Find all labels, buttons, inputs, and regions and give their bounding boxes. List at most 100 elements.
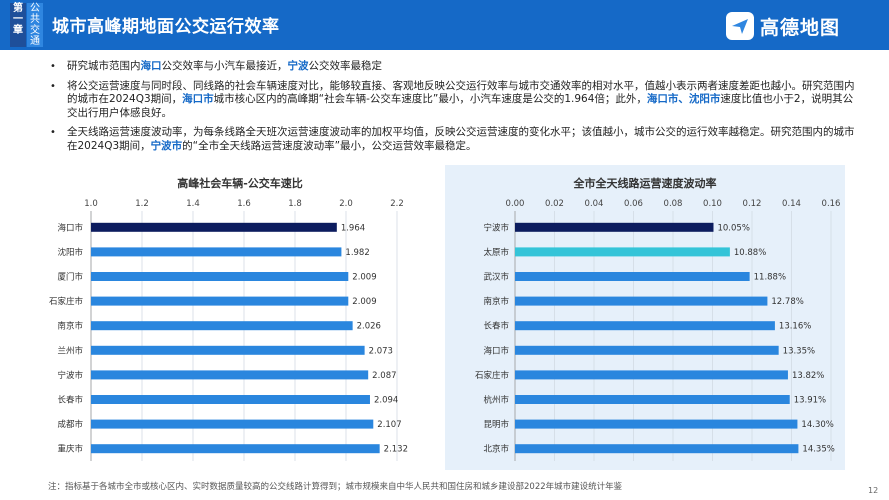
data-label: 1.964: [341, 223, 365, 233]
page-number: 12: [868, 486, 879, 495]
category-label: 沈阳市: [57, 247, 83, 258]
bar: [515, 222, 714, 232]
category-label: 昆明市: [483, 419, 509, 430]
bar: [91, 444, 380, 454]
data-label: 12.78%: [771, 297, 803, 307]
bar: [91, 247, 342, 257]
data-label: 2.132: [384, 445, 408, 455]
bullet-text: 公交效率与小汽车最接近，: [161, 60, 288, 72]
bar: [515, 296, 768, 306]
header-bar: 第一章 公共交通 城市高峰期地面公交运行效率 高德地图: [0, 0, 889, 50]
bar: [91, 321, 353, 331]
bullet-text: 全天线路运营速度波动率，为每条线路全天班次运营速度波动率的加权平均值，反映公交运…: [67, 126, 855, 152]
category-label: 杭州市: [483, 395, 509, 406]
bar-chart-speed-ratio: 1.0 1.2 1.4 1.6 1.8 2.0 2.2 海口市 1.964 沈阳市 1.982 厦门市…: [49, 199, 408, 461]
category-label: 南京市: [57, 321, 83, 332]
x-tick-label: 0.16: [822, 199, 841, 209]
x-tick-label: 1.2: [135, 199, 149, 209]
bullet-text: 研究城市范围内: [67, 60, 141, 72]
bar: [515, 345, 779, 355]
x-tick-label: 2.2: [390, 199, 404, 209]
bar: [515, 321, 775, 331]
bar: [515, 370, 788, 380]
x-tick-label: 0.08: [664, 199, 683, 209]
category-label: 海口市: [57, 222, 83, 233]
data-label: 2.087: [372, 371, 396, 381]
data-label: 2.094: [374, 396, 398, 406]
data-label: 11.88%: [754, 273, 786, 283]
category-label: 长春市: [483, 321, 509, 332]
chart-title: 高峰社会车辆-公交车速比: [177, 177, 303, 190]
x-tick-label: 0.04: [585, 199, 604, 209]
bar: [91, 419, 374, 429]
data-label: 10.05%: [717, 223, 749, 233]
bar: [515, 247, 730, 257]
category-label: 兰州市: [57, 345, 83, 356]
category-label: 长春市: [57, 395, 83, 406]
data-label: 2.073: [369, 346, 393, 356]
category-label: 成都市: [57, 419, 83, 430]
data-label: 14.35%: [802, 445, 834, 455]
bar: [515, 272, 750, 281]
x-tick-label: 2.0: [339, 199, 353, 209]
bullet-list: 研究城市范围内海口公交效率与小汽车最接近，宁波公交效率最稳定 将公交运营速度与同…: [48, 60, 858, 159]
x-tick-label: 0.02: [545, 199, 564, 209]
category-label: 宁波市: [57, 370, 83, 381]
chapter-badge: 第一章: [10, 3, 26, 47]
x-tick-label: 0.10: [703, 199, 722, 209]
data-label: 14.30%: [801, 420, 833, 430]
topic-badge: 公共交通: [27, 3, 43, 47]
data-label: 2.009: [352, 297, 376, 307]
category-label: 武汉市: [483, 272, 509, 283]
highlight-text: 宁波: [287, 60, 309, 72]
chart-panel-speed-ratio: 高峰社会车辆-公交车速比 1.0 1.2 1.4 1.6 1.8 2.0 2.2 海口市 1.9…: [40, 165, 440, 465]
bar: [91, 222, 337, 232]
category-label: 海口市: [483, 345, 509, 356]
data-label: 13.35%: [783, 346, 815, 356]
data-label: 13.91%: [794, 396, 826, 406]
category-label: 太原市: [483, 247, 509, 258]
amap-logo-icon: [726, 12, 754, 40]
x-tick-label: 1.8: [288, 199, 302, 209]
bullet-text: 的“全市全天线路运营速度波动率”最小，公交运营效率最稳定。: [182, 139, 477, 152]
highlight-text: 宁波市: [150, 139, 183, 152]
data-label: 2.009: [352, 273, 376, 283]
bar: [515, 419, 798, 429]
x-tick-label: 0.00: [506, 199, 525, 209]
data-label: 1.982: [345, 248, 369, 258]
bar: [515, 444, 799, 454]
page-title: 城市高峰期地面公交运行效率: [52, 17, 280, 37]
bar-chart-speed-fluctuation: 0.00 0.02 0.04 0.06 0.08 0.10 0.12 0.14 0.16 宁波市 1…: [475, 199, 841, 461]
footnote: 注：指标基于各城市全市或核心区内、实时数据质量较高的公交线路计算得到；城市规模来…: [48, 482, 623, 492]
data-label: 2.026: [357, 322, 381, 332]
x-tick-label: 0.12: [743, 199, 762, 209]
data-label: 2.107: [377, 420, 401, 430]
chart-panel-speed-fluctuation: 全市全天线路运营速度波动率 0.00 0.02 0.04 0.06 0.08 0.10 0.…: [445, 165, 845, 470]
category-label: 南京市: [483, 296, 509, 307]
bar: [91, 272, 349, 281]
category-label: 石家庄市: [49, 296, 84, 307]
amap-logo: 高德地图: [726, 11, 840, 41]
highlight-text: 海口: [140, 60, 162, 72]
data-label: 10.88%: [734, 248, 766, 258]
data-label: 13.82%: [792, 371, 824, 381]
logo-text: 高德地图: [760, 16, 841, 39]
bar: [91, 345, 365, 355]
bullet-text: 速度比值也小于2，说明其公交出行用户体感良好。: [67, 93, 854, 119]
x-tick-label: 1.6: [237, 199, 251, 209]
category-label: 厦门市: [57, 272, 83, 283]
highlight-text: 海口市、沈阳市: [646, 93, 721, 105]
bullet-item-3: 全天线路运营速度波动率，为每条线路全天班次运营速度波动率的加权平均值，反映公交运…: [48, 126, 858, 153]
bullet-text: 公交效率最稳定: [308, 60, 383, 72]
bar: [91, 370, 369, 380]
category-label: 北京市: [483, 444, 509, 455]
bar: [91, 395, 370, 404]
bullet-text: 将公交运营速度与同时段、同线路的社会车辆速度对比，能够较直接、客观地反映公交运行…: [67, 79, 855, 106]
data-label: 13.16%: [779, 322, 811, 332]
x-tick-label: 1.0: [84, 199, 98, 209]
category-label: 石家庄市: [475, 370, 510, 381]
bar: [515, 395, 790, 404]
bullet-item-2: 将公交运营速度与同时段、同线路的社会车辆速度对比，能够较直接、客观地反映公交运行…: [48, 80, 858, 121]
highlight-text: 海口市: [182, 93, 214, 105]
x-tick-label: 0.06: [624, 199, 643, 209]
